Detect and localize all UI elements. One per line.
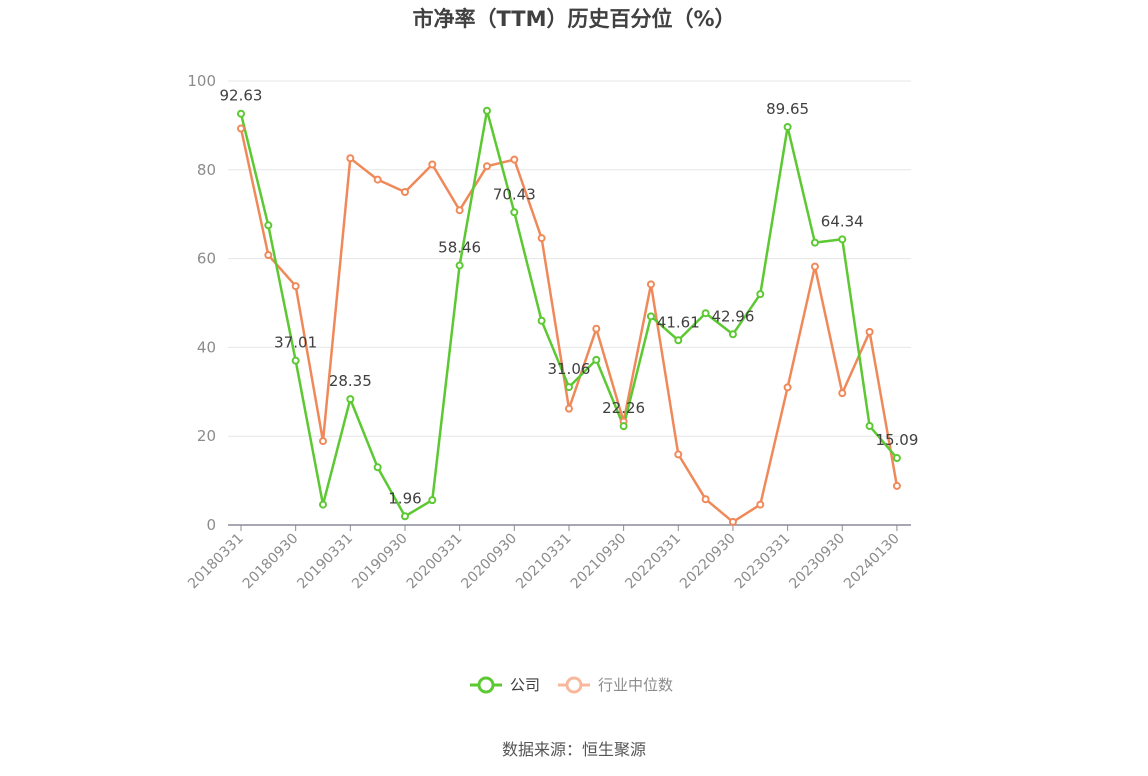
- data-point-company[interactable]: [892, 454, 901, 463]
- data-label: 41.61: [657, 313, 700, 331]
- data-point-industry[interactable]: [865, 327, 874, 336]
- source-note: 数据来源：恒生聚源: [502, 740, 646, 759]
- data-point-industry[interactable]: [237, 124, 245, 133]
- y-tick-label: 40: [197, 338, 216, 356]
- x-tick-label: 20180930: [240, 531, 302, 593]
- data-point-company[interactable]: [756, 290, 765, 299]
- y-tick-label: 60: [197, 250, 216, 268]
- legend-marker-industry: [565, 676, 583, 694]
- data-point-industry[interactable]: [646, 280, 655, 289]
- data-label: 31.06: [547, 360, 590, 378]
- data-point-industry[interactable]: [428, 160, 437, 169]
- data-point-industry[interactable]: [674, 450, 683, 459]
- data-point-company[interactable]: [510, 208, 519, 217]
- x-tick-label: 20210331: [513, 531, 575, 593]
- data-point-industry[interactable]: [701, 495, 710, 504]
- x-tick-label: 20210930: [568, 531, 630, 593]
- data-point-company[interactable]: [346, 395, 355, 404]
- data-point-company[interactable]: [537, 316, 546, 325]
- data-point-industry[interactable]: [455, 206, 464, 215]
- data-point-industry[interactable]: [346, 154, 355, 163]
- data-point-company[interactable]: [291, 356, 300, 365]
- data-point-company[interactable]: [318, 500, 327, 509]
- data-point-company[interactable]: [237, 109, 245, 118]
- data-point-company[interactable]: [674, 336, 683, 345]
- y-tick-label: 100: [187, 72, 216, 90]
- y-axis: 0 20 40 60 80 100: [187, 72, 216, 534]
- series-line-company: [239, 109, 898, 518]
- data-point-industry[interactable]: [892, 481, 901, 490]
- data-point-industry[interactable]: [838, 389, 847, 398]
- data-point-industry[interactable]: [783, 383, 792, 392]
- data-point-company[interactable]: [455, 261, 464, 270]
- x-tick-label: 20230930: [786, 531, 848, 593]
- data-label: 89.65: [766, 100, 809, 118]
- data-label: 1.96: [388, 489, 421, 507]
- legend-label-industry: 行业中位数: [598, 676, 673, 694]
- y-tick-label: 20: [197, 427, 216, 445]
- data-label: 28.35: [329, 372, 372, 390]
- data-point-company[interactable]: [264, 221, 273, 230]
- data-point-industry[interactable]: [728, 517, 737, 526]
- legend-item-industry[interactable]: 行业中位数: [558, 676, 673, 694]
- data-point-company[interactable]: [564, 383, 573, 392]
- data-point-industry[interactable]: [400, 188, 409, 196]
- data-labels: 92.63 37.01 28.35 1.96 58.46 70.43 31.06 22.26 4…: [220, 87, 919, 508]
- x-tick-label: 20220331: [622, 531, 684, 593]
- legend-marker-company: [477, 676, 495, 694]
- data-point-company[interactable]: [428, 496, 437, 505]
- data-point-company[interactable]: [373, 463, 382, 472]
- data-label: 42.96: [711, 307, 754, 325]
- x-tick-label: 20200331: [404, 531, 466, 593]
- data-point-company[interactable]: [701, 309, 710, 318]
- data-point-industry[interactable]: [291, 282, 300, 291]
- data-point-company[interactable]: [783, 122, 792, 131]
- data-point-industry[interactable]: [537, 234, 546, 243]
- legend: 公司 行业中位数: [470, 676, 673, 694]
- data-point-industry[interactable]: [318, 437, 327, 446]
- legend-label-company: 公司: [510, 676, 540, 694]
- data-label: 15.09: [875, 431, 918, 449]
- x-tick-label: 20190331: [294, 531, 356, 593]
- data-point-industry[interactable]: [810, 262, 819, 271]
- data-point-industry[interactable]: [564, 404, 573, 413]
- data-point-industry[interactable]: [756, 500, 765, 509]
- data-label: 64.34: [821, 212, 864, 230]
- y-tick-label: 0: [206, 516, 216, 534]
- data-point-industry[interactable]: [373, 175, 382, 184]
- data-label: 70.43: [493, 185, 536, 203]
- data-point-company[interactable]: [400, 512, 409, 521]
- data-point-company[interactable]: [646, 312, 655, 321]
- data-point-industry[interactable]: [264, 251, 273, 260]
- x-tick-label: 20240130: [841, 531, 903, 593]
- data-label: 22.26: [602, 399, 645, 417]
- data-point-company[interactable]: [838, 235, 847, 244]
- x-tick-label: 20190930: [349, 531, 411, 593]
- x-tick-label: 20220930: [677, 531, 739, 593]
- data-label: 92.63: [220, 87, 263, 105]
- series-line-industry: [239, 128, 899, 524]
- data-label: 58.46: [438, 238, 481, 256]
- data-point-company[interactable]: [728, 330, 737, 339]
- data-label: 37.01: [274, 334, 317, 352]
- data-point-company[interactable]: [810, 238, 819, 247]
- chart-title: 市净率（TTM）历史百分位（%）: [412, 7, 735, 31]
- data-point-company[interactable]: [482, 106, 491, 115]
- data-point-industry[interactable]: [510, 155, 519, 164]
- x-tick-label: 20230331: [732, 531, 794, 593]
- legend-item-company[interactable]: 公司: [470, 676, 540, 694]
- series-layer: [237, 106, 901, 526]
- data-point-company[interactable]: [619, 422, 628, 431]
- data-point-company[interactable]: [592, 355, 601, 364]
- y-tick-label: 80: [197, 161, 216, 179]
- x-tick-label: 20180331: [185, 531, 247, 593]
- x-tick-label: 20200930: [458, 531, 520, 593]
- data-point-company[interactable]: [865, 421, 874, 430]
- data-point-industry[interactable]: [592, 324, 601, 333]
- x-axis: 2018033120180930201903312019093020200331…: [185, 524, 911, 593]
- data-point-industry[interactable]: [482, 162, 491, 171]
